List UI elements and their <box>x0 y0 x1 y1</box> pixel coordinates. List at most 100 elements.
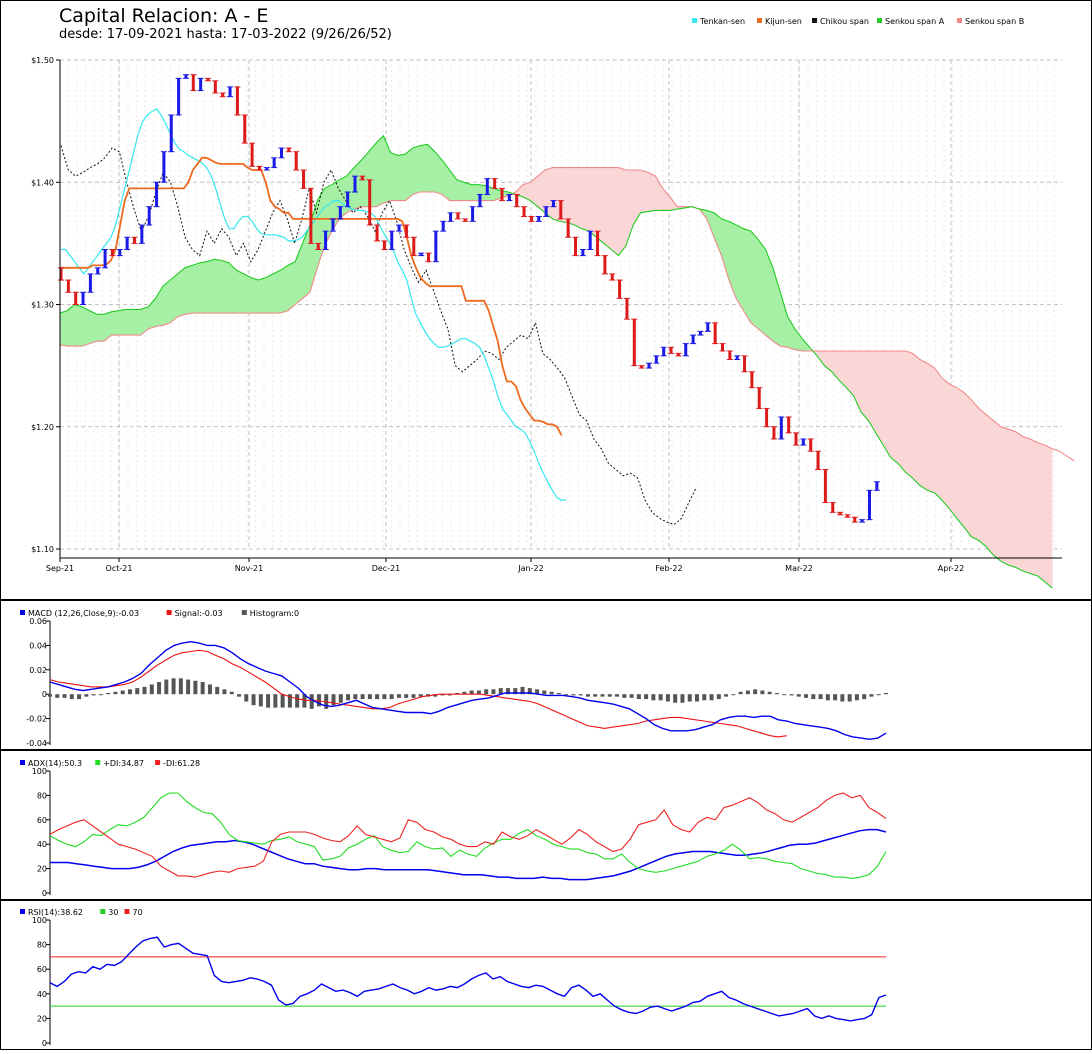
candle-up <box>471 206 475 222</box>
cloud-segment <box>743 228 752 324</box>
candle-up <box>88 273 92 293</box>
histogram-bar <box>636 694 641 700</box>
candle-up <box>647 363 651 369</box>
candle-down <box>427 253 430 262</box>
cloud-segment <box>1022 436 1031 574</box>
histogram-bar <box>338 694 343 703</box>
cloud-segment <box>59 310 68 347</box>
histogram-bar <box>753 689 758 695</box>
legend-swatch <box>124 909 130 914</box>
candle-up <box>125 237 129 250</box>
cloud-segment <box>427 143 436 193</box>
histogram-bar <box>491 689 496 695</box>
histogram-bar <box>789 694 794 696</box>
y-tick-label: 80 <box>37 791 47 800</box>
histogram-bar <box>48 694 52 697</box>
histogram-bar <box>520 686 525 695</box>
main-axes: $1.10 $1.20 $1.30 $1.40 $1.50 Sep-21 Oct-21 Nov… <box>31 56 1062 573</box>
histogram-bar <box>658 694 663 701</box>
candle-up <box>118 249 122 256</box>
histogram-bar <box>353 694 358 700</box>
cloud-segment <box>405 147 414 202</box>
histogram-bar <box>164 679 169 695</box>
candle-down <box>618 280 622 299</box>
legend-label: 30 <box>108 908 118 917</box>
legend-label: -DI:61.28 <box>163 759 200 768</box>
cloud-segment <box>758 238 766 336</box>
cloud-segment <box>243 273 252 314</box>
cloud-segment <box>934 367 943 501</box>
cloud-segment <box>162 279 171 326</box>
candle-up <box>331 218 335 232</box>
candle-up <box>441 221 445 232</box>
candle-up <box>390 231 394 250</box>
legend-swatch <box>877 18 882 23</box>
histogram-bar <box>527 688 532 695</box>
legend-swatch <box>166 610 172 615</box>
rsi-line <box>49 936 887 1022</box>
cloud-segment <box>464 181 472 201</box>
cloud-segment <box>993 420 1002 562</box>
histogram-bar <box>774 692 779 695</box>
legend-swatch <box>155 760 161 765</box>
histogram-bar <box>869 694 874 697</box>
candle-down <box>845 514 849 518</box>
histogram-bar <box>346 694 351 701</box>
histogram-bar <box>91 694 96 696</box>
histogram-bar <box>113 691 118 695</box>
histogram-bar <box>804 694 809 698</box>
candle-up <box>801 438 805 446</box>
cloud-segment <box>89 310 97 344</box>
x-tick-label: Oct-21 <box>106 564 133 573</box>
cloud-segment <box>611 167 619 257</box>
histogram-bar <box>69 694 74 700</box>
histogram-bar <box>709 694 714 701</box>
y-tick-label: 20 <box>37 865 47 874</box>
candle-up <box>346 192 350 207</box>
y-tick-label: 40 <box>37 840 47 849</box>
cloud-segment <box>397 153 406 201</box>
histogram-bar <box>593 694 598 697</box>
histogram-bar <box>578 694 583 696</box>
cloud-segment <box>471 184 480 201</box>
candle-up <box>706 322 710 332</box>
histogram-bar <box>462 691 467 695</box>
candle-up <box>779 416 783 439</box>
histogram-bar <box>535 689 540 695</box>
y-tick-label: 20 <box>37 1014 47 1023</box>
candle-down <box>522 206 526 217</box>
histogram-bar <box>127 689 132 695</box>
candle-up <box>485 178 489 195</box>
cloud-segment <box>860 350 869 422</box>
tenkan-sen-line <box>61 108 566 501</box>
cloud-segment <box>133 309 142 336</box>
cloud-segment <box>963 391 972 538</box>
histogram-bar <box>98 694 103 696</box>
histogram-bar <box>556 692 561 695</box>
histogram-bar <box>731 694 736 696</box>
cloud-segment <box>67 303 75 347</box>
candle-down <box>404 225 408 238</box>
histogram-bar <box>309 694 314 709</box>
histogram-bar <box>600 694 605 697</box>
candle-up <box>199 78 203 91</box>
histogram-bar <box>782 694 787 696</box>
cloud-segment <box>375 135 384 208</box>
cloud-segment <box>919 359 928 491</box>
candle-up <box>551 200 555 207</box>
histogram-bar <box>876 694 881 696</box>
cloud-segment <box>581 167 590 232</box>
histogram-bar <box>840 694 845 702</box>
cloud-segment <box>890 350 899 464</box>
histogram-bar <box>171 678 176 695</box>
macd-panel-frame <box>0 600 1092 750</box>
cloud-segment <box>199 261 208 314</box>
rsi-panel-frame <box>0 900 1092 1050</box>
histogram-bar <box>505 688 510 695</box>
histogram-bar <box>411 694 416 698</box>
histogram-bar <box>186 679 191 695</box>
candle-down <box>794 432 798 446</box>
candle-down <box>750 371 754 388</box>
candle-down <box>191 74 195 91</box>
cloud-segment <box>735 224 744 312</box>
